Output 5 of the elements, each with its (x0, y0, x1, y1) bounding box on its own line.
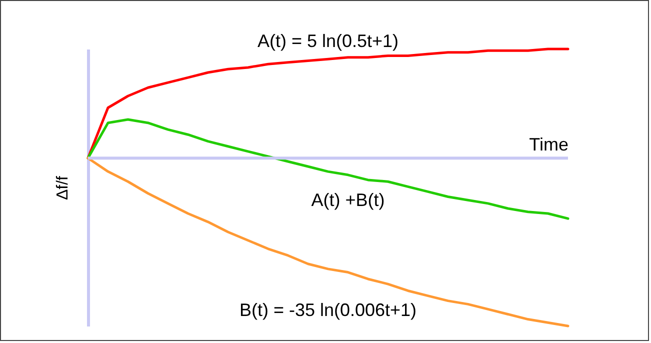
series-label: A(t) +B(t) (311, 190, 385, 210)
y-axis-title: Δf/f (54, 175, 72, 200)
series-label: B(t) = -35 ln(0.006t+1) (239, 300, 417, 320)
series-label: A(t) = 5 ln(0.5t+1) (257, 31, 399, 52)
x-axis-title: Time (529, 134, 568, 154)
